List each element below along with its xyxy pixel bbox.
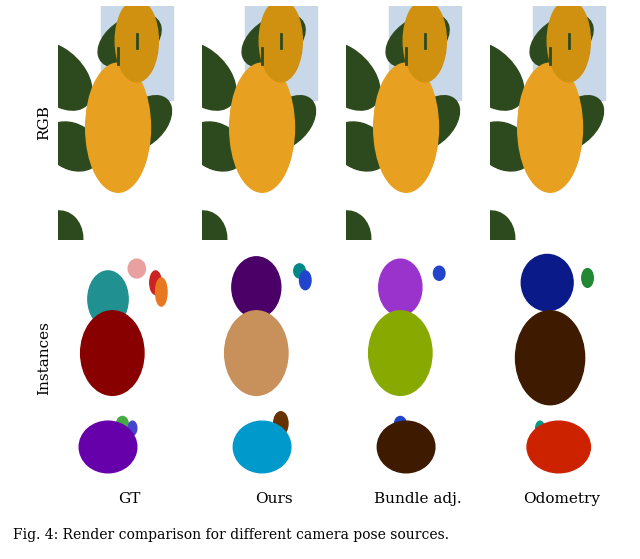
Ellipse shape: [98, 15, 161, 67]
Ellipse shape: [88, 271, 128, 327]
Text: Odometry: Odometry: [523, 492, 600, 506]
Bar: [389, 6, 461, 100]
Ellipse shape: [81, 311, 144, 395]
Ellipse shape: [116, 416, 128, 430]
Bar: [245, 6, 317, 100]
Text: Instances: Instances: [37, 321, 51, 395]
Ellipse shape: [404, 96, 460, 150]
Ellipse shape: [530, 15, 593, 67]
Bar: [100, 6, 173, 100]
Ellipse shape: [260, 96, 316, 150]
Ellipse shape: [527, 421, 590, 473]
Text: Bundle adj.: Bundle adj.: [374, 492, 461, 506]
Ellipse shape: [225, 311, 288, 395]
Ellipse shape: [547, 0, 591, 82]
Ellipse shape: [332, 122, 388, 171]
Ellipse shape: [116, 96, 172, 150]
Ellipse shape: [465, 211, 515, 270]
Ellipse shape: [79, 421, 137, 473]
Ellipse shape: [321, 211, 371, 270]
Ellipse shape: [86, 63, 150, 192]
Ellipse shape: [167, 42, 236, 110]
Ellipse shape: [233, 421, 291, 473]
Ellipse shape: [294, 264, 305, 278]
Ellipse shape: [403, 0, 447, 82]
Ellipse shape: [23, 42, 92, 110]
Ellipse shape: [128, 421, 137, 435]
Ellipse shape: [548, 96, 604, 150]
Ellipse shape: [33, 211, 83, 270]
Ellipse shape: [311, 42, 380, 110]
Ellipse shape: [582, 268, 593, 287]
Ellipse shape: [115, 0, 159, 82]
Ellipse shape: [232, 257, 281, 318]
Ellipse shape: [433, 266, 445, 280]
Ellipse shape: [274, 412, 288, 435]
Ellipse shape: [378, 421, 435, 473]
Text: GT: GT: [118, 492, 141, 506]
Bar: [533, 6, 605, 100]
Ellipse shape: [230, 63, 294, 192]
Ellipse shape: [156, 278, 167, 306]
Ellipse shape: [188, 122, 244, 171]
Text: RGB: RGB: [37, 106, 51, 140]
Ellipse shape: [242, 15, 305, 67]
Ellipse shape: [455, 42, 524, 110]
Ellipse shape: [369, 311, 432, 395]
Ellipse shape: [386, 15, 449, 67]
Text: Ours: Ours: [255, 492, 292, 506]
Ellipse shape: [516, 311, 585, 405]
Ellipse shape: [128, 259, 145, 278]
Ellipse shape: [518, 63, 582, 192]
Ellipse shape: [522, 254, 573, 311]
Ellipse shape: [395, 416, 406, 430]
Ellipse shape: [150, 271, 161, 295]
Text: Fig. 4: Render comparison for different camera pose sources.: Fig. 4: Render comparison for different …: [13, 528, 449, 542]
Ellipse shape: [476, 122, 532, 171]
Ellipse shape: [177, 211, 227, 270]
Ellipse shape: [374, 63, 438, 192]
Ellipse shape: [379, 259, 422, 315]
Ellipse shape: [300, 271, 311, 290]
Ellipse shape: [44, 122, 100, 171]
Ellipse shape: [259, 0, 303, 82]
Ellipse shape: [536, 421, 545, 435]
